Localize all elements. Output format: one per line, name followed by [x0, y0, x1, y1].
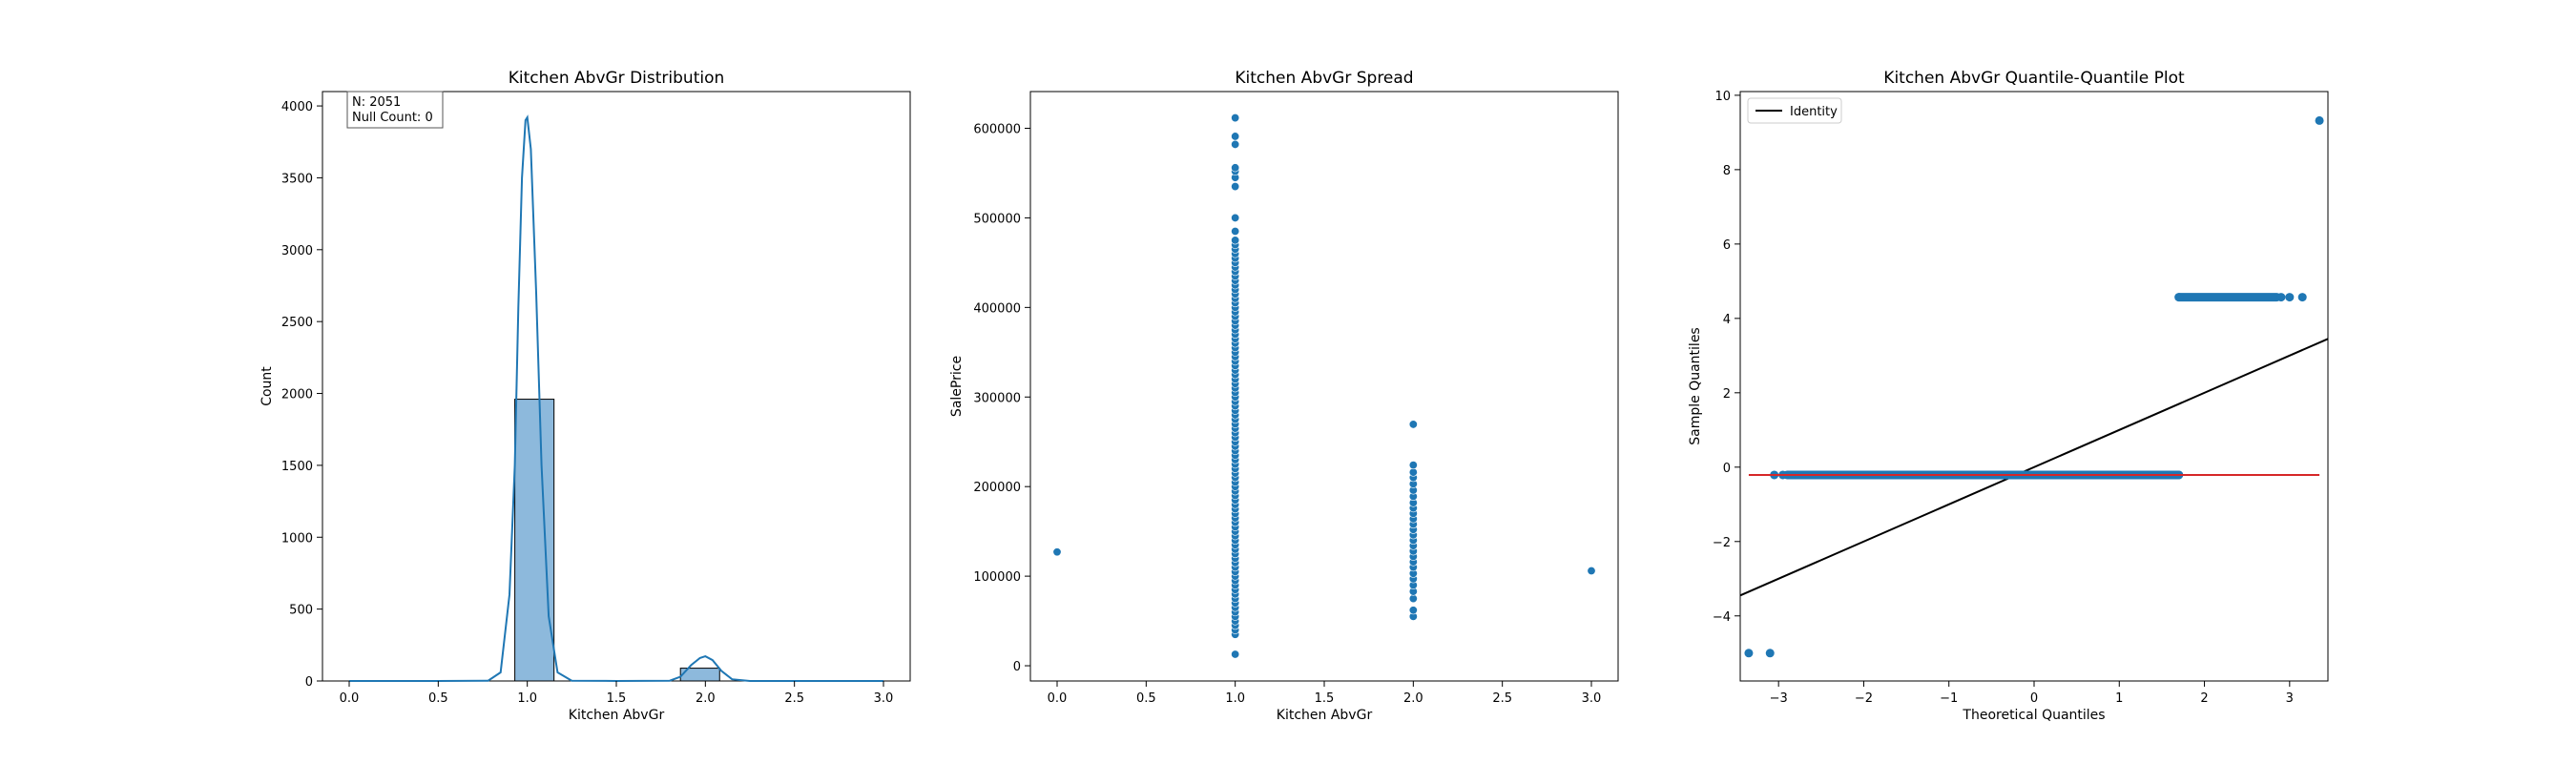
scatter-point	[1231, 236, 1240, 245]
p0-xtick-label: 0.0	[340, 691, 360, 706]
qq-marks: −3 −2 −1 0 1 2 3 −4 −2 0 2 4 6 8 10	[1713, 90, 2329, 706]
p0-xtick-label: 0.5	[428, 691, 448, 706]
qq-xlabel: Theoretical Quantiles	[1962, 708, 2105, 723]
p1-xtick-label: 3.0	[1582, 691, 1602, 706]
p0-xtick-label: 1.5	[607, 691, 627, 706]
scatter-point	[1231, 113, 1240, 123]
qq-title: Kitchen AbvGr Quantile-Quantile Plot	[1883, 69, 2185, 88]
p2-xtick-label: 0	[2030, 691, 2038, 706]
scatter-xlabel: Kitchen AbvGr	[1277, 708, 1373, 723]
p2-ytick-label: 2	[1723, 387, 1731, 402]
p2-ytick-label: 0	[1723, 462, 1731, 476]
scatter-point	[1408, 420, 1418, 429]
p0-ytick-label: 3000	[281, 244, 313, 258]
qq-point	[2276, 293, 2286, 302]
p2-xtick-label: −2	[1855, 691, 1873, 706]
scatter-point	[1231, 213, 1240, 222]
p1-ytick-label: 500000	[973, 212, 1021, 226]
p2-ytick-label: −2	[1713, 536, 1731, 550]
p1-ytick-label: 600000	[973, 123, 1021, 137]
qq-point	[1744, 649, 1754, 658]
histogram-marks: 0.0 0.5 1.0 1.5 2.0 2.5 3.0 0 500 1000 1500 2000 250…	[281, 100, 893, 706]
qq-point	[2285, 293, 2295, 302]
scatter-marks: 0.0 0.5 1.0 1.5 2.0 2.5 3.0 0 100000 200000 300000…	[973, 113, 1601, 706]
qq-point	[2315, 115, 2324, 125]
annotation-box	[346, 91, 444, 129]
scatter-point	[1231, 227, 1240, 237]
p0-ytick-label: 500	[289, 604, 313, 618]
scatter-point	[1587, 566, 1596, 575]
qq-panel: Kitchen AbvGr Quantile-Quantile Plot The…	[1688, 69, 2329, 723]
scatter-ylabel: SalePrice	[949, 356, 965, 417]
p1-xtick-label: 1.5	[1315, 691, 1335, 706]
p0-ytick-label: 1000	[281, 531, 313, 546]
annotation-line-null: Null Count: 0	[352, 111, 433, 125]
histogram-ylabel: Count	[260, 366, 275, 406]
qq-point	[2174, 293, 2184, 302]
histogram-bar	[679, 668, 720, 682]
identity-line	[1739, 338, 2329, 597]
histogram-bar	[514, 399, 555, 682]
scatter-point	[1052, 547, 1062, 557]
p2-ytick-label: 6	[1723, 238, 1731, 253]
scatter-point	[1231, 139, 1240, 149]
kde-curve	[349, 114, 883, 683]
p1-xtick-label: 0.0	[1048, 691, 1068, 706]
p2-xtick-label: 1	[2115, 691, 2123, 706]
p0-ytick-label: 2000	[281, 388, 313, 402]
p0-xtick-label: 3.0	[874, 691, 894, 706]
scatter-point	[1231, 163, 1240, 173]
p2-ytick-label: 8	[1723, 164, 1731, 178]
p0-ytick-label: 2500	[281, 316, 313, 330]
qq-point	[2297, 293, 2307, 302]
annotation-line-n: N: 2051	[352, 95, 401, 110]
scatter-point	[1408, 467, 1418, 477]
histogram-xlabel: Kitchen AbvGr	[569, 708, 665, 723]
histogram-stats-annotation: N: 2051 Null Count: 0	[346, 91, 444, 129]
p2-xtick-label: −1	[1940, 691, 1958, 706]
p1-ytick-label: 100000	[973, 570, 1021, 585]
p2-xtick-label: −3	[1770, 691, 1788, 706]
qq-legend: Identity	[1747, 97, 1842, 124]
p1-ytick-label: 400000	[973, 301, 1021, 316]
p0-ytick-label: 3500	[281, 172, 313, 186]
p1-ytick-label: 200000	[973, 481, 1021, 495]
scatter-point	[1231, 182, 1240, 192]
p2-ytick-label: 10	[1714, 90, 1731, 104]
p1-ytick-label: 300000	[973, 391, 1021, 405]
p2-xtick-label: 2	[2200, 691, 2208, 706]
p0-ytick-label: 4000	[281, 100, 313, 114]
qq-point	[1765, 649, 1775, 658]
p0-ytick-label: 0	[305, 675, 313, 690]
p1-xtick-label: 1.0	[1225, 691, 1245, 706]
scatter-point	[1408, 461, 1418, 470]
scatter-point	[1408, 594, 1418, 604]
p1-xtick-label: 0.5	[1136, 691, 1156, 706]
p0-ytick-label: 1500	[281, 460, 313, 474]
histogram-panel: Kitchen AbvGr Distribution Kitchen AbvGr…	[260, 69, 911, 723]
scatter-point	[1231, 650, 1240, 659]
qq-ylabel: Sample Quantiles	[1688, 327, 1703, 444]
scatter-point	[1408, 606, 1418, 615]
legend-box	[1747, 97, 1842, 124]
p1-xtick-label: 2.5	[1492, 691, 1512, 706]
p0-xtick-label: 2.0	[696, 691, 716, 706]
scatter-panel: Kitchen AbvGr Spread Kitchen AbvGr SaleP…	[949, 69, 1619, 723]
p0-xtick-label: 2.5	[784, 691, 804, 706]
scatter-title: Kitchen AbvGr Spread	[1235, 69, 1413, 88]
legend-identity-label: Identity	[1790, 105, 1838, 119]
p0-xtick-label: 1.0	[517, 691, 537, 706]
histogram-title: Kitchen AbvGr Distribution	[509, 69, 725, 88]
p2-ytick-label: 4	[1723, 313, 1731, 327]
p1-ytick-label: 0	[1013, 660, 1021, 674]
scatter-point	[1231, 132, 1240, 141]
p1-xtick-label: 2.0	[1403, 691, 1423, 706]
p2-ytick-label: −4	[1713, 610, 1731, 625]
p2-xtick-label: 3	[2286, 691, 2294, 706]
